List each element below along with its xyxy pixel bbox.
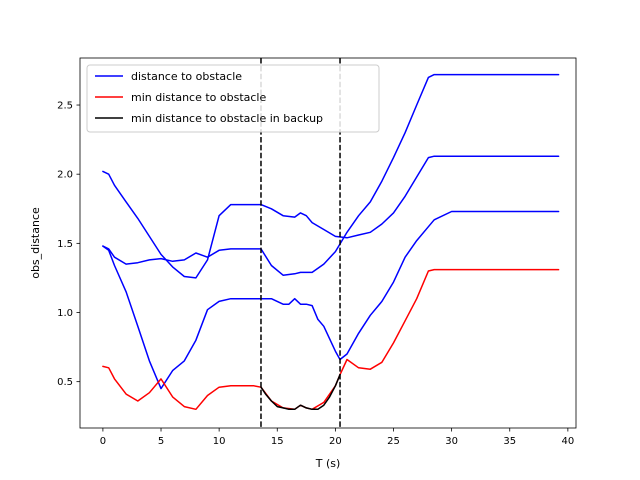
y-axis-label: obs_distance: [29, 207, 42, 279]
y-tick-label-1: 1.0: [57, 308, 73, 319]
vline-layer: [260, 58, 341, 428]
series-line-4: [260, 373, 341, 411]
x-tick-label-5: 25: [387, 436, 400, 447]
x-ticks: 0 5 10 15 20 25 30 35 40: [100, 428, 574, 447]
legend-label-0: distance to obstacle: [131, 70, 242, 83]
series-line-1: [102, 73, 560, 276]
series-line-0: [102, 155, 560, 279]
x-tick-label-3: 15: [271, 436, 284, 447]
x-tick-label-8: 40: [561, 436, 574, 447]
x-tick-label-4: 20: [329, 436, 342, 447]
legend-label-2: min distance to obstacle in backup: [131, 112, 323, 125]
x-tick-label-0: 0: [100, 436, 106, 447]
x-tick-label-2: 10: [213, 436, 226, 447]
y-tick-label-3: 2.0: [57, 170, 73, 181]
series-layer: [102, 73, 560, 411]
legend: distance to obstacle min distance to obs…: [86, 64, 380, 133]
y-tick-label-2: 1.5: [57, 239, 73, 250]
series-line-2: [102, 210, 560, 390]
x-tick-label-6: 30: [445, 436, 458, 447]
y-tick-label-4: 2.5: [57, 101, 73, 112]
y-ticks: 0.5 1.0 1.5 2.0 2.5: [57, 101, 80, 388]
legend-box: [86, 64, 380, 133]
x-tick-label-1: 5: [158, 436, 164, 447]
y-tick-label-0: 0.5: [57, 377, 73, 388]
x-tick-label-7: 35: [503, 436, 516, 447]
legend-label-1: min distance to obstacle: [131, 91, 266, 104]
x-axis-label: T (s): [315, 457, 341, 470]
